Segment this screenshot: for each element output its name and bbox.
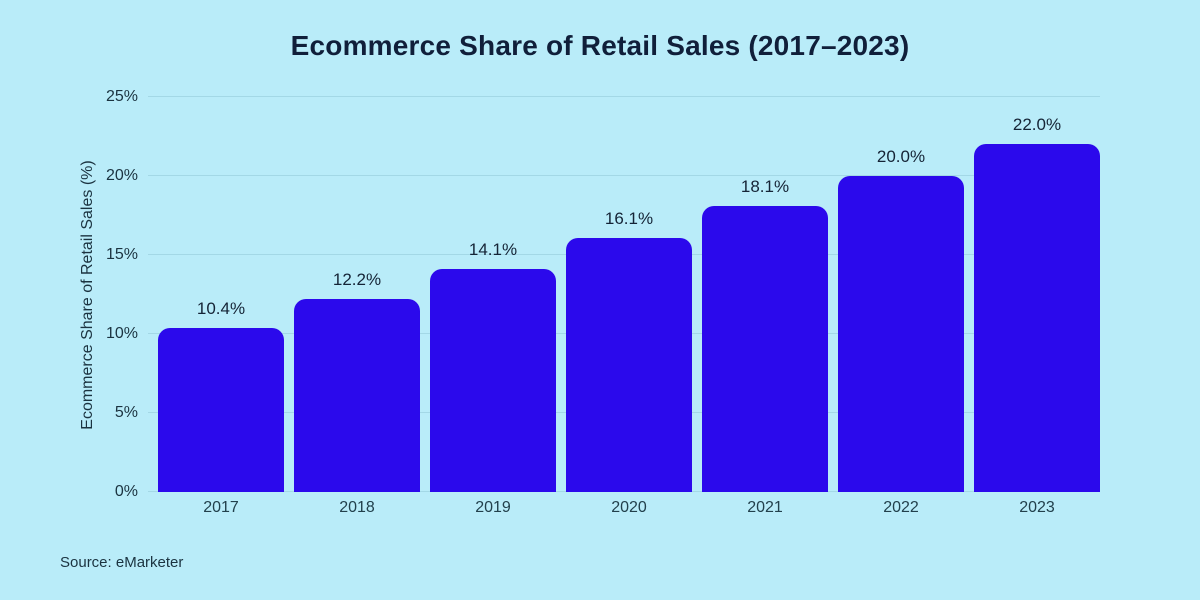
y-tick-label: 10%: [105, 325, 138, 342]
gridline: [148, 96, 1100, 97]
bar-group-2021: 18.1% 2021: [702, 97, 828, 516]
bar-value-label: 20.0%: [876, 147, 926, 166]
x-tick-label: 2020: [611, 499, 647, 516]
chart-title: Ecommerce Share of Retail Sales (2017–20…: [290, 30, 910, 61]
bar: [158, 327, 284, 492]
bars: 10.4% 2017 12.2% 2018 14.1% 2019 16.1% 2020 18.1…: [158, 97, 1100, 516]
bar-value-label: 12.2%: [332, 270, 382, 290]
bar-group-2023: 22.0% 2023: [974, 97, 1100, 516]
bar-value-label: 18.1%: [740, 177, 790, 197]
source-note: Source: eMarketer: [60, 554, 184, 571]
bar: [566, 237, 692, 492]
y-axis-title: Ecommerce Share of Retail Sales (%): [79, 160, 96, 430]
bar-group-2022: 20.0% 2022: [838, 97, 964, 516]
bar: [974, 144, 1100, 492]
bar-group-2017: 10.4% 2017: [158, 97, 284, 516]
x-tick-label: 2017: [203, 499, 239, 516]
y-tick-label: 20%: [105, 167, 138, 184]
gridline: [148, 175, 1100, 176]
plot-area: 0% 5% 10% 15% 20% 25% 10.4% 2017 12.2% 2018 14.1%…: [106, 88, 1100, 516]
bar-value-label: 10.4%: [196, 298, 246, 318]
x-tick-label: 2022: [883, 499, 919, 516]
bar: [430, 269, 556, 492]
bar-value-label: 16.1%: [604, 208, 654, 228]
x-tick-label: 2021: [747, 499, 783, 516]
y-tick-label: 0%: [114, 483, 138, 500]
bar-value-label: 14.1%: [468, 240, 518, 260]
bar: [294, 299, 420, 492]
bar-group-2019: 14.1% 2019: [430, 97, 556, 516]
x-tick-label: 2023: [1019, 499, 1055, 516]
y-tick-label: 15%: [105, 246, 138, 263]
bar-group-2018: 12.2% 2018: [294, 97, 420, 516]
y-tick-label: 25%: [105, 88, 138, 105]
bar: [702, 206, 828, 492]
y-tick-label: 5%: [114, 404, 138, 421]
bar: [838, 176, 964, 492]
x-tick-label: 2019: [475, 499, 511, 516]
x-tick-label: 2018: [339, 499, 375, 516]
bar-value-label: 22.0%: [1012, 115, 1062, 135]
bar-group-2020: 16.1% 2020: [566, 97, 692, 516]
